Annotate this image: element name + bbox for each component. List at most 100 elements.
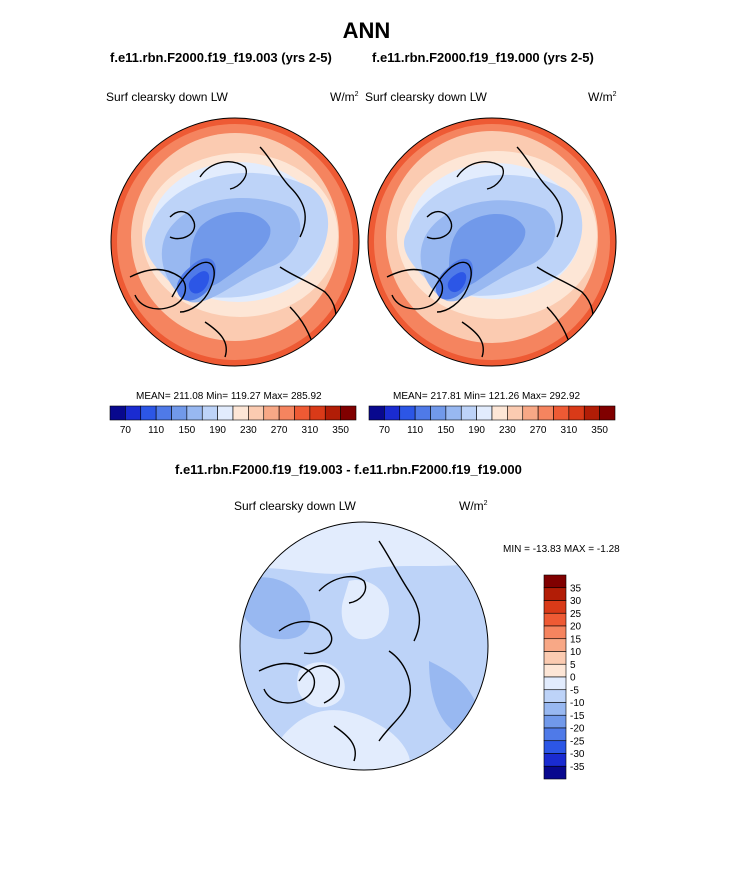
panel-2-colorbar-swatch-7 xyxy=(476,405,493,421)
panel-2-case-title: f.e11.rbn.F2000.f19_f19.000 (yrs 2-5) xyxy=(372,50,594,65)
panel-2-colorbar-tick-label-7: 350 xyxy=(591,425,608,436)
panel-1-colorbar-swatch-9 xyxy=(248,405,265,421)
panel-1-colorbar: 70 110 150 190 230 270 310 350 xyxy=(109,405,357,436)
diff-colorbar-tick-label-8: -5 xyxy=(570,685,579,696)
map-field-light-2 xyxy=(275,710,410,770)
map-field-ring-9 xyxy=(447,272,467,293)
diff-colorbar-tick-label-0: 35 xyxy=(570,583,582,594)
coastlines xyxy=(258,540,421,762)
panel-1-colorbar-tick-label-4: 230 xyxy=(240,425,257,436)
panel-2-colorbar-tick-label-6: 310 xyxy=(561,425,578,436)
panel-1-stats: MEAN= 211.08 Min= 119.27 Max= 285.92 xyxy=(136,391,322,402)
panel-1-colorbar-swatch-5 xyxy=(186,405,203,421)
diff-colorbar-swatch-0 xyxy=(543,574,567,589)
panel-1-variable-label: Surf clearsky down LW xyxy=(106,90,228,104)
coastlines xyxy=(386,146,594,358)
diff-units-label: W/m2 xyxy=(459,499,488,513)
diff-colorbar-tick-label-7: 0 xyxy=(570,673,576,684)
diff-colorbar-swatch-3 xyxy=(543,612,567,627)
map-field-light-3 xyxy=(341,580,389,640)
panel-1-colorbar-tick-label-7: 350 xyxy=(332,425,349,436)
diff-colorbar-tick-label-9: -10 xyxy=(570,698,585,709)
panel-1-colorbar-tick-label-0: 70 xyxy=(120,425,132,436)
diff-colorbar-swatch-8 xyxy=(543,676,567,691)
diff-colorbar-swatch-7 xyxy=(543,663,567,678)
panel-2-colorbar-swatch-2 xyxy=(399,405,416,421)
panel-1-colorbar-swatch-15 xyxy=(340,405,357,421)
diff-title: f.e11.rbn.F2000.f19_f19.003 - f.e11.rbn.… xyxy=(175,462,522,477)
page-title: ANN xyxy=(342,18,391,43)
panel-2-colorbar-swatch-4 xyxy=(430,405,447,421)
diff-colorbar-tick-label-10: -15 xyxy=(570,711,585,722)
diff-colorbar-swatch-1 xyxy=(543,587,567,601)
panel-2-colorbar: 70 110 150 190 230 270 310 350 xyxy=(368,405,616,436)
panel-1-colorbar-swatch-4 xyxy=(171,405,188,421)
panel-2-colorbar-swatch-12 xyxy=(553,405,570,421)
panel-1-colorbar-swatch-8 xyxy=(232,405,249,421)
diff-colorbar-swatch-15 xyxy=(543,765,567,780)
diff-colorbar-swatch-11 xyxy=(543,714,567,729)
diff-colorbar-swatch-6 xyxy=(543,651,567,665)
diff-colorbar-swatch-9 xyxy=(543,689,567,703)
diff-colorbar-tick-label-3: 20 xyxy=(570,622,582,633)
panel-2-colorbar-swatch-10 xyxy=(522,405,539,421)
panel-1-colorbar-swatch-6 xyxy=(201,405,218,421)
panel-1-colorbar-tick-label-6: 310 xyxy=(302,425,319,436)
panel-2-colorbar-tick-label-1: 110 xyxy=(407,425,423,436)
map-field-ring-9 xyxy=(188,271,210,294)
panel-2-polar-map xyxy=(367,117,617,367)
panel-2-colorbar-tick-label-5: 270 xyxy=(530,425,547,436)
panel-1-case-title: f.e11.rbn.F2000.f19_f19.003 (yrs 2-5) xyxy=(110,50,332,65)
panel-2-colorbar-swatch-1 xyxy=(384,405,401,421)
panel-1-units-label: W/m2 xyxy=(330,90,359,104)
panel-2-colorbar-tick-label-0: 70 xyxy=(379,425,391,436)
diff-minmax: MIN = -13.83 MAX = -1.28 xyxy=(503,544,620,555)
diff-colorbar-tick-label-5: 10 xyxy=(570,647,582,658)
panel-2-variable-label: Surf clearsky down LW xyxy=(365,90,487,104)
panel-1-colorbar-swatch-12 xyxy=(294,405,311,421)
diff-colorbar-tick-label-1: 30 xyxy=(570,596,582,607)
panel-2-colorbar-swatch-8 xyxy=(491,405,508,421)
panel-2-colorbar-swatch-13 xyxy=(568,405,585,421)
diff-colorbar-swatch-14 xyxy=(543,753,567,767)
panel-1-colorbar-tick-label-5: 270 xyxy=(271,425,288,436)
diff-colorbar-tick-label-11: -20 xyxy=(570,724,585,735)
panel-2-colorbar-tick-label-4: 230 xyxy=(499,425,516,436)
panel-1-colorbar-swatch-0 xyxy=(109,405,126,421)
diff-colorbar-tick-label-12: -25 xyxy=(570,736,585,747)
panel-1-colorbar-swatch-3 xyxy=(155,405,172,421)
panel-1-colorbar-swatch-1 xyxy=(125,405,142,421)
diff-colorbar-tick-label-2: 25 xyxy=(570,609,582,620)
panel-2-colorbar-swatch-9 xyxy=(507,405,524,421)
diff-colorbar-tick-label-13: -30 xyxy=(570,749,585,760)
panel-2-colorbar-swatch-5 xyxy=(445,405,462,421)
panel-2-stats: MEAN= 217.81 Min= 121.26 Max= 292.92 xyxy=(393,391,581,402)
panel-1-colorbar-swatch-10 xyxy=(263,405,280,421)
panel-2-colorbar-swatch-11 xyxy=(537,405,554,421)
diff-polar-map xyxy=(239,521,489,771)
panel-1-colorbar-swatch-13 xyxy=(309,405,326,421)
panel-1-colorbar-tick-label-3: 190 xyxy=(209,425,226,436)
diff-colorbar-swatch-2 xyxy=(543,600,567,614)
panel-2-colorbar-swatch-14 xyxy=(583,405,600,421)
diff-variable-label: Surf clearsky down LW xyxy=(234,499,356,513)
panel-2-colorbar-swatch-15 xyxy=(599,405,616,421)
panel-1-colorbar-tick-label-1: 110 xyxy=(148,425,164,436)
diff-colorbar-swatch-5 xyxy=(543,638,567,652)
panel-1-colorbar-tick-label-2: 150 xyxy=(179,425,196,436)
panel-1-colorbar-swatch-11 xyxy=(278,405,295,421)
panel-1-colorbar-swatch-14 xyxy=(324,405,341,421)
diff-colorbar-swatch-13 xyxy=(543,740,567,754)
diff-colorbar-swatch-12 xyxy=(543,727,567,742)
panel-1-colorbar-swatch-2 xyxy=(140,405,157,421)
panel-2-colorbar-tick-label-3: 190 xyxy=(468,425,485,436)
diff-colorbar-tick-label-6: 5 xyxy=(570,660,576,671)
panel-2-colorbar-swatch-0 xyxy=(368,405,385,421)
diff-colorbar-swatch-4 xyxy=(543,625,567,640)
diff-colorbar-tick-label-4: 15 xyxy=(570,634,582,645)
diff-colorbar-swatch-10 xyxy=(543,702,567,716)
panel-1-polar-map xyxy=(110,117,360,367)
diff-colorbar-tick-label-14: -35 xyxy=(570,762,585,773)
panel-2-colorbar-swatch-3 xyxy=(414,405,431,421)
